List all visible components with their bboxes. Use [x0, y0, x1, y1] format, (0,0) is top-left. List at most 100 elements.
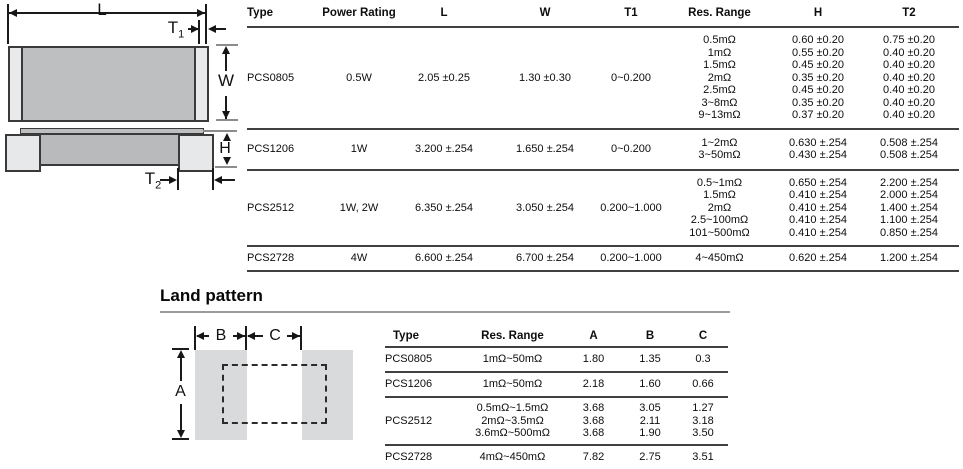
- spec-t2: 1.200 ±.254: [879, 252, 939, 264]
- dim-label-c: C: [263, 328, 287, 344]
- spec-header-t2: T2: [859, 0, 959, 28]
- arrow-left-icon: [214, 176, 222, 184]
- land-c: 0.3: [695, 353, 711, 365]
- arrow-right-icon: [237, 332, 245, 340]
- land-b: 2.11: [639, 414, 661, 427]
- land-c: 3.51: [692, 450, 714, 463]
- land-c: 3.50: [692, 427, 714, 439]
- dim-label-t1-letter: T: [167, 18, 179, 37]
- spec-res: 0.5~1mΩ: [696, 176, 743, 189]
- dim-tick: [177, 168, 179, 190]
- arrow-left-icon: [247, 332, 255, 340]
- land-c: 3.18: [692, 414, 714, 427]
- land-b: 1.60: [639, 378, 661, 390]
- spec-t2: 0.40 ±0.20: [883, 84, 935, 96]
- land-header-c: C: [678, 324, 728, 348]
- land-section-pcs2512: PCS2512 0.5mΩ~1.5mΩ 2mΩ~3.5mΩ 3.6mΩ~500m…: [385, 397, 728, 445]
- spec-res: 4~450mΩ: [695, 252, 744, 264]
- chip-end-cap-right: [178, 134, 214, 172]
- spec-t2: 0.40 ±0.20: [883, 59, 935, 71]
- land-a: 7.82: [582, 450, 605, 463]
- land-b: 1.90: [639, 427, 661, 439]
- arrow-right-icon: [292, 332, 300, 340]
- spec-header-h: H: [777, 0, 859, 28]
- dim-tick: [216, 119, 238, 121]
- spec-power: 1W, 2W: [339, 201, 379, 214]
- chip-body-side-view: [36, 133, 184, 166]
- dim-tick: [300, 326, 302, 350]
- land-a: 1.80: [582, 353, 605, 365]
- spec-l: 3.200 ±.254: [414, 143, 474, 155]
- arrow-right-icon: [197, 9, 205, 17]
- spec-h: 0.35 ±0.20: [792, 96, 844, 109]
- land-a: 3.68: [582, 402, 605, 414]
- spec-header-t1: T1: [600, 0, 662, 28]
- land-a: 2.18: [582, 378, 605, 390]
- spec-section-pcs2512: PCS2512 1W, 2W 6.350 ±.254 3.050 ±.254 0…: [247, 170, 959, 247]
- spec-res-list: 0.5~1mΩ 1.5mΩ 2mΩ 2.5~100mΩ 101~500mΩ: [662, 170, 777, 247]
- land-pattern-table: Type Res. Range A B C PCS0805 1mΩ~50mΩ 1…: [385, 324, 728, 469]
- land-header-b: B: [622, 324, 678, 348]
- dim-label-a-text: A: [175, 383, 186, 400]
- dim-tick: [205, 4, 207, 44]
- spec-h-list: 0.630 ±.254 0.430 ±.254: [777, 129, 859, 170]
- arrow-right-icon: [169, 176, 177, 184]
- spec-header-res: Res. Range: [662, 0, 777, 28]
- land-res: 4mΩ~450mΩ: [479, 450, 546, 463]
- land-section-pcs0805: PCS0805 1mΩ~50mΩ 1.80 1.35 0.3: [385, 347, 728, 372]
- spec-res: 2.5mΩ: [703, 84, 736, 96]
- spec-t2: 0.40 ±0.20: [883, 46, 935, 59]
- spec-h: 0.55 ±0.20: [792, 46, 844, 59]
- dim-tick: [198, 20, 200, 44]
- arrow-down-icon: [222, 111, 230, 119]
- dim-tick: [216, 44, 238, 46]
- land-c-list: 1.27 3.18 3.50: [678, 397, 728, 445]
- spec-res: 2mΩ: [707, 71, 732, 84]
- spec-header-power: Power Rating: [320, 0, 398, 28]
- land-header-a: A: [565, 324, 622, 348]
- spec-type: PCS2512: [247, 201, 295, 214]
- dim-label-t1-sub: 1: [178, 28, 185, 41]
- dim-line-a: [180, 404, 182, 436]
- spec-l: 2.05 ±0.25: [418, 71, 470, 84]
- spec-h-list: 0.620 ±.254: [777, 246, 859, 271]
- spec-power: 1W: [350, 143, 368, 155]
- arrow-up-icon: [177, 350, 185, 358]
- spec-res: 1mΩ: [707, 46, 732, 59]
- land-b: 3.05: [639, 402, 661, 414]
- spec-section-pcs1206: PCS1206 1W 3.200 ±.254 1.650 ±.254 0~0.2…: [247, 129, 959, 170]
- land-type: PCS0805: [385, 353, 433, 365]
- spec-t2: 0.508 ±.254: [879, 136, 939, 149]
- land-type: PCS2728: [385, 450, 433, 463]
- land-res: 3.6mΩ~500mΩ: [475, 427, 550, 439]
- dim-tick: [194, 326, 196, 350]
- spec-res: 2mΩ: [707, 201, 732, 214]
- spec-header-l: L: [398, 0, 490, 28]
- spec-t2-list: 2.200 ±.254 2.000 ±.254 1.400 ±.254 1.10…: [859, 170, 959, 247]
- dim-tick: [203, 130, 237, 132]
- spec-t1: 0.200~1.000: [600, 201, 662, 214]
- section-divider: [160, 311, 730, 313]
- spec-res: 2.5~100mΩ: [690, 214, 749, 226]
- dim-label-c-text: C: [269, 327, 281, 344]
- spec-t2: 1.100 ±.254: [879, 214, 939, 226]
- spec-h: 0.650 ±.254: [788, 176, 848, 189]
- spec-w: 3.050 ±.254: [515, 201, 575, 214]
- spec-w: 1.650 ±.254: [515, 143, 575, 155]
- spec-t2: 0.75 ±0.20: [883, 34, 935, 46]
- spec-t2: 0.40 ±0.20: [883, 109, 935, 121]
- land-a: 3.68: [582, 427, 605, 439]
- spec-h: 0.410 ±.254: [788, 214, 848, 226]
- spec-type: PCS1206: [247, 143, 295, 155]
- spec-res: 101~500mΩ: [689, 226, 750, 239]
- land-c: 0.66: [692, 378, 714, 390]
- spec-t2: 0.850 ±.254: [879, 226, 939, 239]
- dim-label-t2: T2: [142, 170, 164, 191]
- spec-h: 0.410 ±.254: [788, 226, 848, 239]
- chip-end-cap-left: [5, 134, 41, 172]
- land-header-res: Res. Range: [460, 324, 565, 348]
- spec-power: 0.5W: [346, 71, 372, 84]
- dim-line-a: [180, 352, 182, 381]
- land-res: 1mΩ~50mΩ: [482, 378, 543, 390]
- dim-label-w-text: W: [217, 71, 235, 90]
